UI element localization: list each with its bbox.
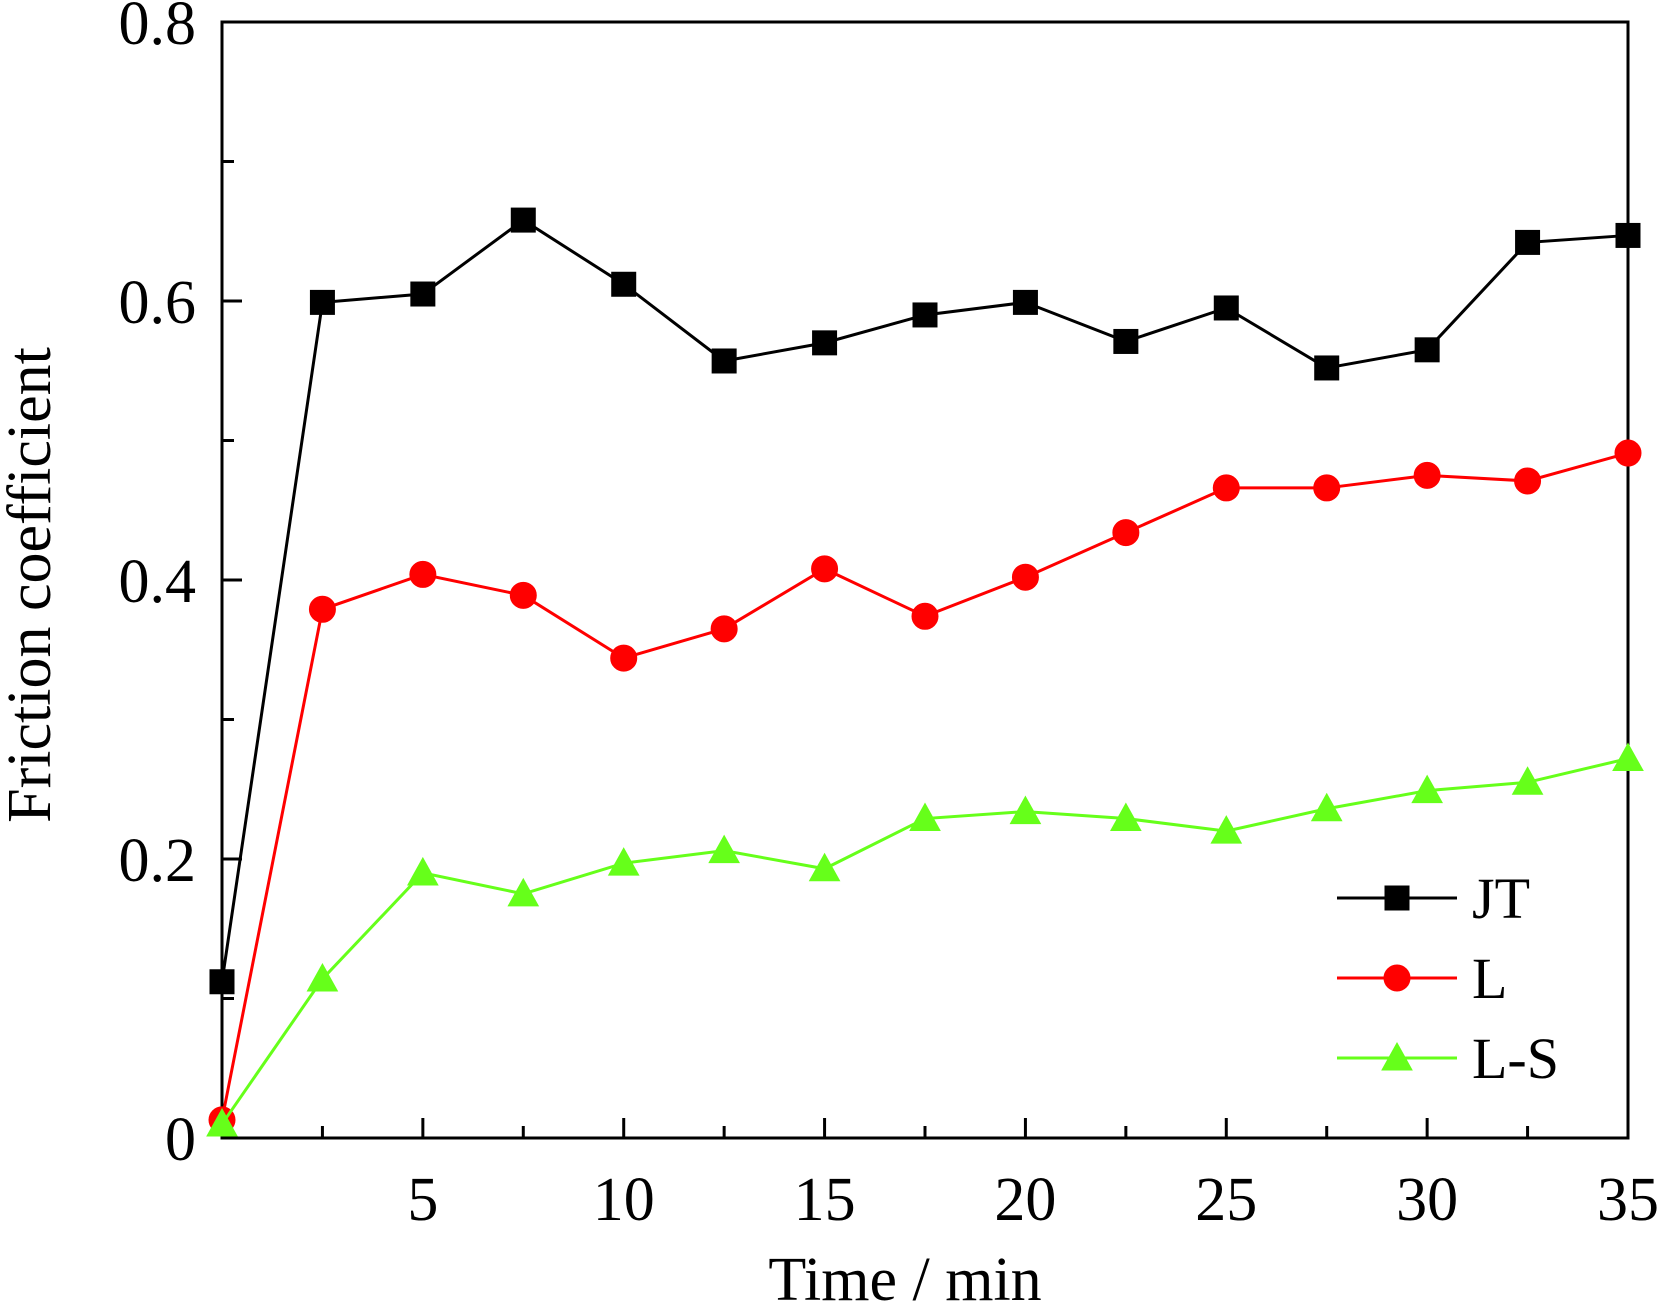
data-point-l (308, 595, 336, 623)
data-point-l-s (1612, 742, 1644, 772)
data-point-l-s (808, 852, 841, 882)
data-point-jt (1515, 229, 1541, 255)
data-point-jt (510, 207, 536, 233)
data-point-jt (1213, 295, 1239, 321)
data-point-l-s (306, 962, 339, 992)
x-tick-label: 30 (1396, 1166, 1458, 1234)
data-point-jt (1414, 337, 1440, 363)
data-point-l (1011, 563, 1039, 591)
data-point-jt (912, 302, 938, 328)
data-point-jt (309, 289, 335, 315)
data-point-l-s (1310, 792, 1343, 822)
data-point-jt (1615, 222, 1641, 248)
data-point-l (409, 560, 437, 588)
data-point-l-s (708, 834, 740, 864)
x-tick-label: 20 (994, 1166, 1056, 1234)
data-point-l-s (1511, 766, 1544, 795)
y-axis-title: Friction coefficient (0, 347, 64, 823)
data-point-l (509, 581, 537, 609)
data-point-jt (1314, 355, 1340, 381)
data-point-l-s (1009, 795, 1042, 825)
x-tick-label: 35 (1597, 1166, 1659, 1234)
x-tick-label: 10 (593, 1166, 655, 1234)
data-point-l (1112, 519, 1140, 547)
data-point-l (1313, 474, 1341, 502)
legend-label-jt: JT (1472, 866, 1530, 931)
y-tick-label: 0.8 (119, 0, 197, 58)
legend-marker-l (1383, 964, 1411, 992)
x-axis-title: Time / min (768, 1246, 1041, 1314)
data-point-l-s (407, 856, 439, 886)
data-point-l-s (206, 1108, 238, 1137)
legend-marker-l-s (1381, 1041, 1413, 1071)
y-tick-label: 0.6 (119, 269, 197, 337)
data-point-l-s (1210, 815, 1243, 844)
data-point-jt (1113, 328, 1139, 354)
legend-label-l: L (1472, 946, 1507, 1011)
legend-label-l-s: L-S (1472, 1026, 1559, 1091)
data-point-l-s (1411, 774, 1443, 804)
data-point-l (1514, 467, 1542, 495)
data-point-jt (611, 271, 637, 297)
data-point-jt (812, 330, 838, 356)
y-tick-label: 0.2 (119, 827, 197, 895)
data-point-l (1413, 461, 1441, 489)
x-tick-label: 5 (407, 1166, 438, 1234)
y-tick-label: 0.4 (119, 548, 197, 616)
data-point-l-s (607, 847, 640, 876)
legend-marker-jt (1384, 885, 1410, 911)
data-point-l-s (507, 877, 540, 907)
data-point-l (811, 555, 839, 583)
y-tick-label: 0 (165, 1106, 196, 1174)
data-point-jt (711, 348, 737, 374)
data-point-jt (410, 281, 436, 307)
data-point-l (911, 602, 939, 630)
data-point-l (710, 615, 738, 643)
x-tick-label: 25 (1195, 1166, 1257, 1234)
data-point-l (1614, 439, 1642, 467)
data-point-l-s (909, 802, 941, 832)
data-point-l (610, 644, 638, 672)
data-point-jt (209, 969, 235, 995)
x-tick-label: 15 (794, 1166, 856, 1234)
data-point-jt (1012, 289, 1038, 315)
data-point-l-s (1110, 802, 1142, 832)
data-point-l (1212, 474, 1240, 502)
